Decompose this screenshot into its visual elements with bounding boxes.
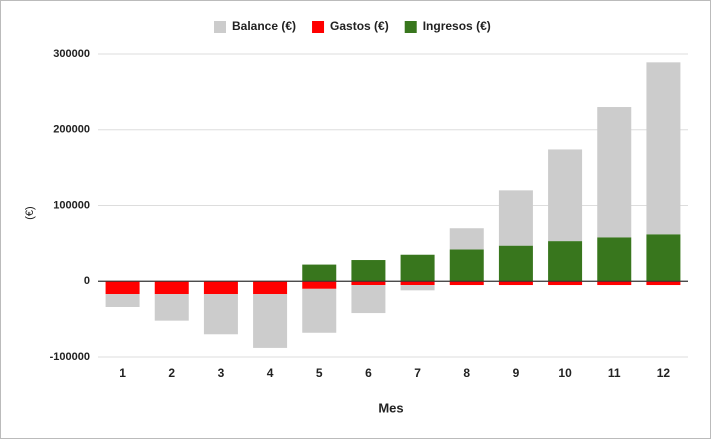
bar (548, 241, 583, 282)
bar (646, 281, 681, 286)
y-axis-label: (€) (24, 206, 36, 219)
bar (498, 281, 533, 286)
legend-swatch (312, 21, 325, 33)
y-tick-label: 200000 (53, 124, 90, 136)
bar (253, 281, 288, 295)
bar (646, 62, 681, 235)
x-tick-label: 7 (414, 366, 421, 380)
bar (302, 281, 337, 289)
x-tick-label: 1 (119, 366, 126, 380)
bar (400, 281, 435, 286)
legend-label: Balance (€) (232, 19, 296, 33)
y-tick-label: 0 (84, 275, 90, 287)
legend-swatch (404, 21, 417, 33)
bar (154, 281, 189, 295)
bar (597, 237, 632, 282)
bar (105, 294, 140, 308)
bar (597, 281, 632, 286)
bar (154, 294, 189, 321)
x-tick-label: 11 (608, 366, 621, 380)
bar (449, 228, 484, 250)
x-tick-label: 10 (558, 366, 572, 380)
bar (351, 281, 386, 286)
x-tick-label: 4 (267, 366, 274, 380)
bar (548, 281, 583, 286)
bar (253, 294, 288, 348)
bar (646, 234, 681, 282)
bar (498, 190, 533, 246)
bar (449, 281, 484, 286)
bar (400, 285, 435, 291)
bar (203, 294, 238, 335)
x-tick-label: 2 (168, 366, 175, 380)
legend-label: Gastos (€) (330, 19, 389, 33)
y-tick-label: 100000 (53, 199, 90, 211)
y-tick-label: -100000 (50, 351, 90, 363)
bar (597, 107, 632, 238)
legend-swatch (214, 21, 226, 33)
bar (302, 264, 337, 282)
y-tick-label: 300000 (53, 48, 90, 60)
bar (449, 249, 484, 282)
x-tick-label: 6 (365, 366, 372, 380)
bar (105, 281, 140, 295)
bar (302, 288, 337, 333)
x-tick-label: 9 (513, 366, 520, 380)
x-tick-label: 12 (657, 366, 671, 380)
bar (351, 260, 386, 282)
bar (400, 254, 435, 282)
bar (498, 245, 533, 282)
x-axis-label: Mes (378, 400, 403, 415)
x-tick-label: 3 (218, 366, 225, 380)
legend-label: Ingresos (€) (423, 19, 491, 33)
bar (203, 281, 238, 295)
x-tick-label: 5 (316, 366, 323, 380)
bar (548, 149, 583, 242)
bar (351, 285, 386, 314)
x-tick-label: 8 (463, 366, 470, 380)
